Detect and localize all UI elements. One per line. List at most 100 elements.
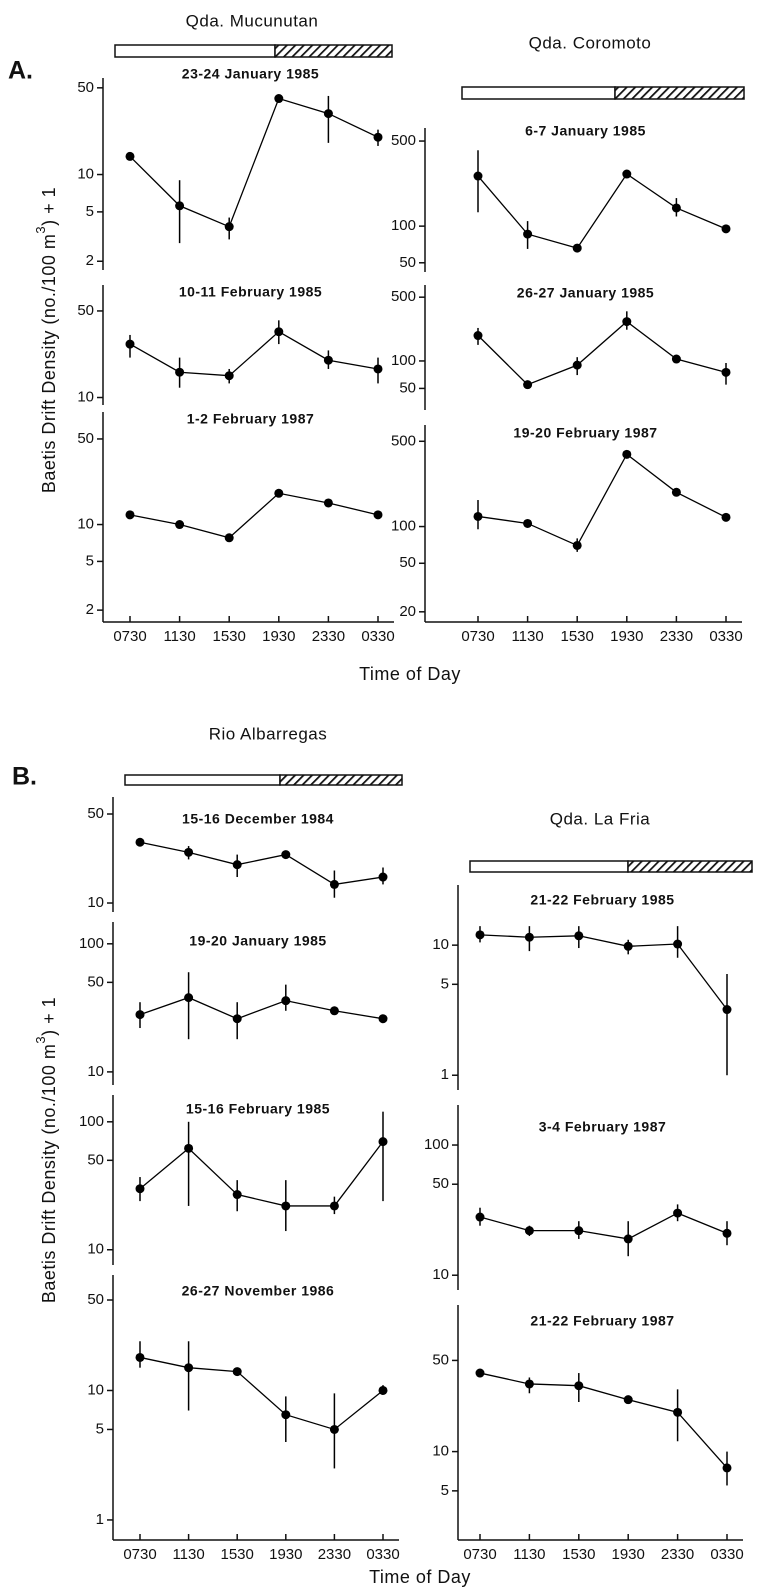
panel-title: 19-20 February 1987 [513, 425, 657, 441]
section-label: A. [8, 57, 33, 85]
data-point [329, 1424, 339, 1434]
data-line [129, 330, 379, 377]
data-point [721, 224, 731, 234]
data-point [524, 1379, 534, 1389]
y-tick-label: 5 [86, 552, 94, 569]
data-point [523, 518, 533, 528]
panel-title: 15-16 December 1984 [182, 811, 334, 827]
y-tick-label: 50 [432, 1175, 449, 1192]
y-tick-label: 5 [86, 203, 94, 220]
y-tick-label: 50 [399, 379, 416, 396]
data-point [378, 872, 388, 882]
x-tick-label: 0330 [709, 628, 742, 645]
data-point [329, 1201, 339, 1211]
x-axis-label: Time of Day [369, 1567, 471, 1587]
data-point [281, 996, 291, 1006]
data-point [281, 1201, 291, 1211]
site-name: Rio Albarregas [209, 724, 328, 743]
data-point [722, 1463, 732, 1473]
site-name: Qda. Coromoto [529, 33, 652, 52]
data-point [378, 1014, 388, 1024]
data-point [175, 367, 185, 377]
y-tick-label: 10 [77, 388, 94, 405]
x-tick-label: 1930 [262, 628, 295, 645]
panel-title: 1-2 February 1987 [187, 411, 315, 427]
data-point [378, 1385, 388, 1395]
data-line [477, 320, 727, 386]
data-point [224, 533, 234, 543]
x-tick-label: 1130 [511, 628, 543, 645]
data-point [224, 371, 234, 381]
data-point [175, 201, 185, 211]
data-point [572, 360, 582, 370]
data-point [125, 510, 135, 520]
x-tick-label: 2330 [312, 628, 345, 645]
data-point [473, 331, 483, 341]
panel-title: 26-27 November 1986 [182, 1283, 335, 1299]
data-point [224, 222, 234, 232]
x-tick-label: 1530 [213, 628, 246, 645]
data-point [329, 1006, 339, 1016]
y-tick-label: 5 [441, 1482, 449, 1499]
y-tick-label: 1 [96, 1511, 104, 1528]
site-name: Qda. Mucunutan [186, 11, 319, 30]
data-point [523, 380, 533, 390]
data-point [623, 1395, 633, 1405]
y-tick-label: 50 [87, 805, 104, 822]
data-point [721, 512, 731, 522]
y-tick-label: 10 [432, 936, 449, 953]
x-tick-label: 0330 [710, 1546, 743, 1563]
data-line [479, 1372, 728, 1469]
y-axis-label-part: ) + 1 [39, 187, 59, 226]
y-tick-label: 2 [86, 252, 94, 269]
panel-title: 23-24 January 1985 [182, 66, 319, 82]
y-tick-label: 10 [432, 1443, 449, 1460]
panel-title: 26-27 January 1985 [517, 285, 654, 301]
data-point [523, 229, 533, 239]
y-tick-label: 50 [399, 254, 416, 271]
y-tick-label: 50 [87, 973, 104, 990]
data-point [475, 930, 485, 940]
x-tick-label: 1930 [269, 1546, 302, 1563]
data-point [125, 339, 135, 349]
panel-title: 15-16 February 1985 [186, 1101, 330, 1117]
data-line [129, 97, 379, 228]
data-point [574, 1226, 584, 1236]
data-point [722, 1005, 732, 1015]
data-point [622, 169, 632, 179]
data-point [184, 1143, 194, 1153]
x-tick-label: 2330 [660, 628, 693, 645]
panel-title: 21-22 February 1985 [530, 892, 674, 908]
y-axis-label-part: Baetis Drift Density (no./100 m [39, 234, 59, 494]
data-point [623, 941, 633, 951]
y-tick-label: 10 [77, 516, 94, 533]
panel-title: 6-7 January 1985 [525, 123, 646, 139]
panel-title: 19-20 January 1985 [189, 933, 326, 949]
data-point [473, 511, 483, 521]
data-line [479, 934, 728, 1010]
x-tick-label: 0330 [366, 1546, 399, 1563]
data-line [129, 492, 379, 539]
y-tick-label: 50 [87, 1291, 104, 1308]
data-point [232, 860, 242, 870]
x-tick-label: 1530 [221, 1546, 254, 1563]
x-tick-label: 1930 [612, 1546, 645, 1563]
data-point [524, 1226, 534, 1236]
y-tick-label: 100 [391, 352, 416, 369]
x-tick-label: 0730 [113, 628, 146, 645]
data-point [671, 203, 681, 213]
data-line [139, 996, 384, 1020]
data-line [479, 1212, 728, 1240]
y-tick-label: 100 [79, 1113, 104, 1130]
y-axis-label-sup: 3 [33, 1036, 48, 1044]
data-point [281, 850, 291, 860]
x-tick-label: 1930 [610, 628, 643, 645]
x-tick-label: 1530 [562, 1546, 595, 1563]
y-tick-label: 500 [391, 432, 416, 449]
data-line [139, 841, 384, 886]
x-tick-label: 0730 [461, 628, 494, 645]
data-point [281, 1410, 291, 1420]
y-axis-label-part: ) + 1 [39, 997, 59, 1036]
y-axis-label: Baetis Drift Density (no./100 m3) + 1 [33, 187, 58, 493]
